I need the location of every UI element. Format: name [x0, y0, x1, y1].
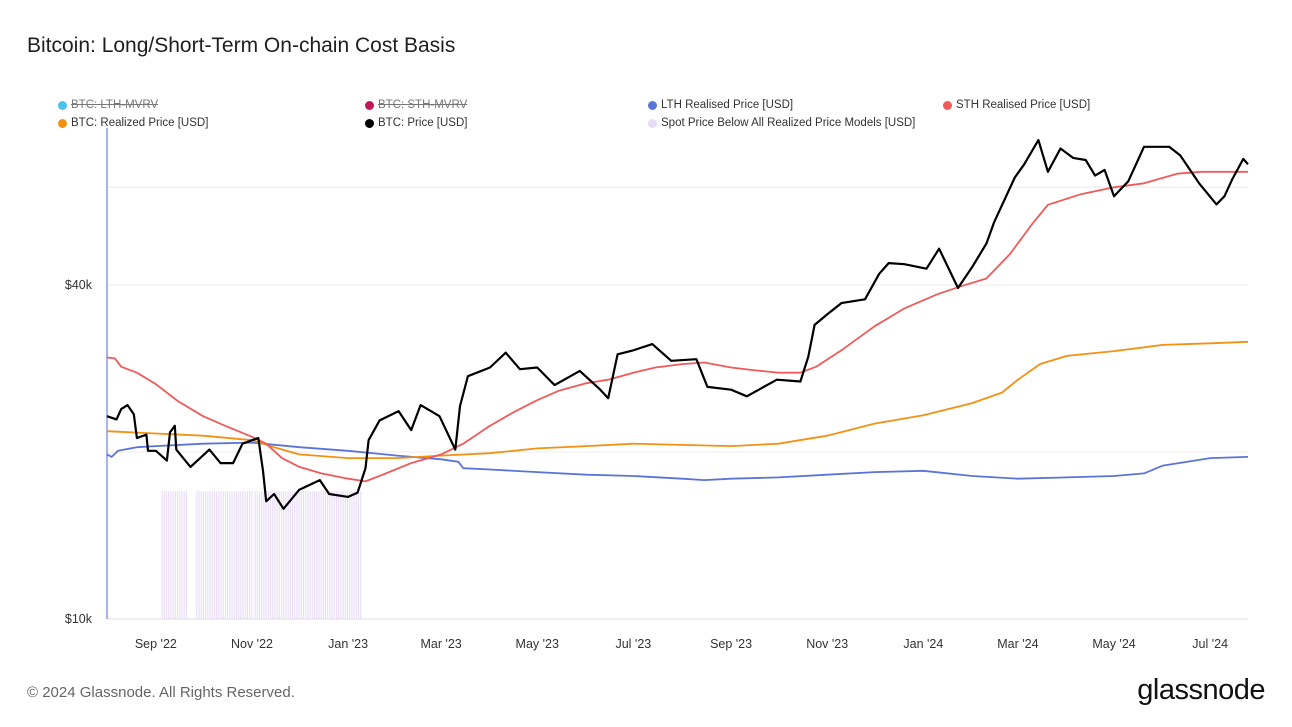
- legend-item[interactable]: BTC: STH-MVRV: [365, 99, 467, 111]
- legend-swatch: [365, 118, 374, 128]
- x-tick-label: Jul '24: [1192, 637, 1228, 651]
- x-tick-label: Nov '23: [806, 637, 848, 651]
- series-line-sth-realised-price-usd: [106, 170, 1248, 483]
- x-tick-label: Mar '23: [420, 637, 461, 651]
- legend-label: BTC: Price [USD]: [378, 117, 468, 129]
- legend-label: BTC: STH-MVRV: [378, 99, 468, 111]
- x-tick-label: May '24: [1092, 637, 1135, 651]
- x-tick-label: Sep '23: [710, 637, 752, 651]
- legend-item[interactable]: BTC: Realized Price [USD]: [58, 117, 208, 129]
- chart-legend: BTC: LTH-MVRV BTC: STH-MVRV LTH Realised P…: [58, 99, 1258, 139]
- legend-item[interactable]: STH Realised Price [USD]: [943, 99, 1090, 111]
- x-tick-label: Sep '22: [135, 637, 177, 651]
- legend-swatch: [58, 118, 67, 128]
- x-tick-label: Jan '23: [328, 637, 368, 651]
- series-line-lth-realised-price-usd: [106, 441, 1249, 481]
- legend-label: BTC: Realized Price [USD]: [71, 117, 209, 129]
- legend-item[interactable]: BTC: Price [USD]: [365, 117, 467, 129]
- x-tick-label: Nov '22: [231, 637, 273, 651]
- x-tick-label: May '23: [516, 637, 559, 651]
- legend-item[interactable]: LTH Realised Price [USD]: [648, 99, 793, 111]
- series-line-btc-realized-price-usd: [106, 340, 1249, 459]
- legend-item[interactable]: Spot Price Below All Realized Price Mode…: [648, 117, 915, 129]
- y-tick-label: $10k: [65, 612, 93, 626]
- brand-logo: glassnode: [1137, 674, 1265, 706]
- legend-label: BTC: LTH-MVRV: [71, 99, 159, 111]
- legend-label: STH Realised Price [USD]: [956, 99, 1091, 111]
- series-line-btc-price-usd: [106, 139, 1249, 510]
- legend-label: Spot Price Below All Realized Price Mode…: [661, 117, 916, 129]
- legend-swatch: [365, 100, 374, 110]
- legend-swatch: [648, 118, 657, 128]
- legend-swatch: [943, 100, 952, 110]
- x-tick-label: Mar '24: [997, 637, 1038, 651]
- copyright-footer: © 2024 Glassnode. All Rights Reserved.: [27, 684, 295, 701]
- legend-item[interactable]: BTC: LTH-MVRV: [58, 99, 158, 111]
- x-tick-label: Jan '24: [903, 637, 943, 651]
- shaded-periods: [161, 491, 362, 619]
- legend-swatch: [58, 100, 67, 110]
- legend-label: LTH Realised Price [USD]: [661, 99, 794, 111]
- x-tick-label: Jul '23: [615, 637, 651, 651]
- chart-title: Bitcoin: Long/Short-Term On-chain Cost B…: [27, 34, 456, 57]
- legend-swatch: [648, 100, 657, 110]
- y-tick-label: $40k: [65, 278, 93, 292]
